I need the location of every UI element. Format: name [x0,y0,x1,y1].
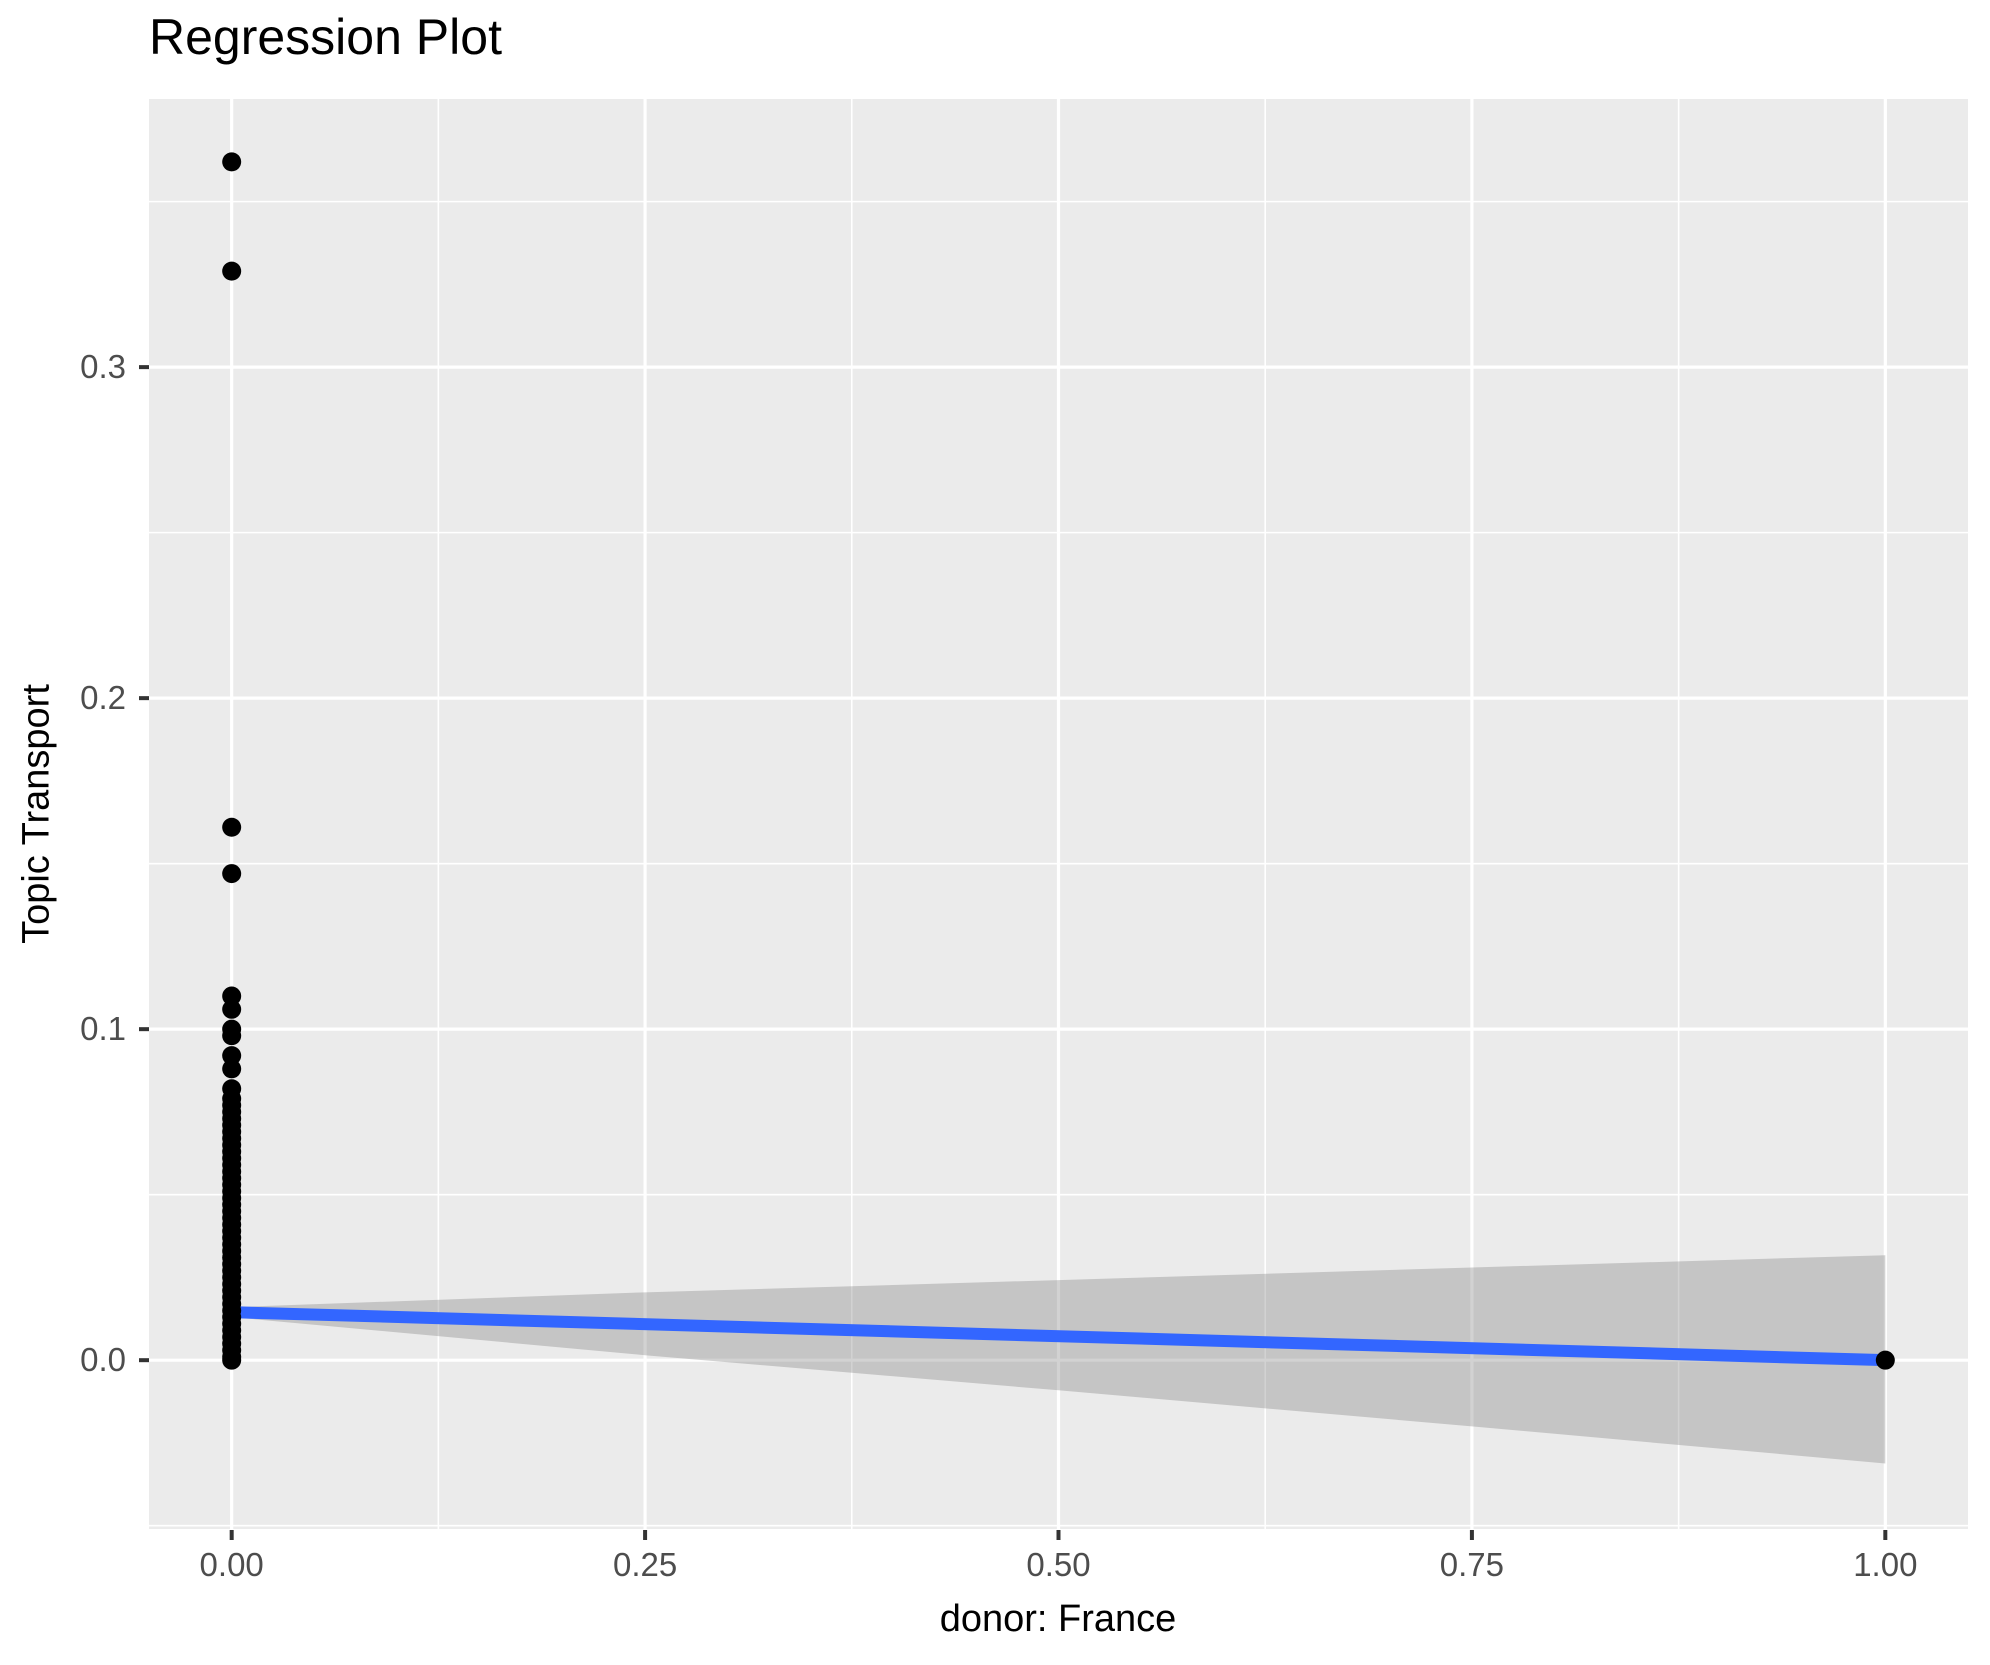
data-point [222,986,242,1006]
x-tick-label: 1.00 [1853,1546,1918,1583]
data-point [222,1046,242,1066]
y-tick-label: 0.3 [80,348,126,386]
y-tick-label: 0.2 [80,679,126,717]
data-point [222,1350,242,1370]
plot-title: Regression Plot [149,9,502,65]
data-point [222,999,242,1019]
y-axis-title: Topic Transport [15,684,58,944]
y-tick-label: 0.0 [80,1341,126,1379]
data-point [222,864,242,884]
x-axis-title: donor: France [939,1598,1177,1640]
x-tick-label: 0.25 [612,1546,678,1583]
x-tick-label: 0.50 [1026,1546,1091,1583]
data-point [222,817,242,837]
x-tick-label: 0.75 [1439,1546,1505,1583]
y-tick-label: 0.1 [80,1010,126,1048]
data-point [222,1026,242,1046]
confidence-ribbon [231,1255,1886,1464]
regression-line [231,1306,1886,1367]
data-point [222,1059,242,1079]
data-point [1875,1350,1895,1370]
data-point [222,261,242,281]
x-tick-label: 0.00 [199,1546,264,1583]
data-point [222,152,242,172]
